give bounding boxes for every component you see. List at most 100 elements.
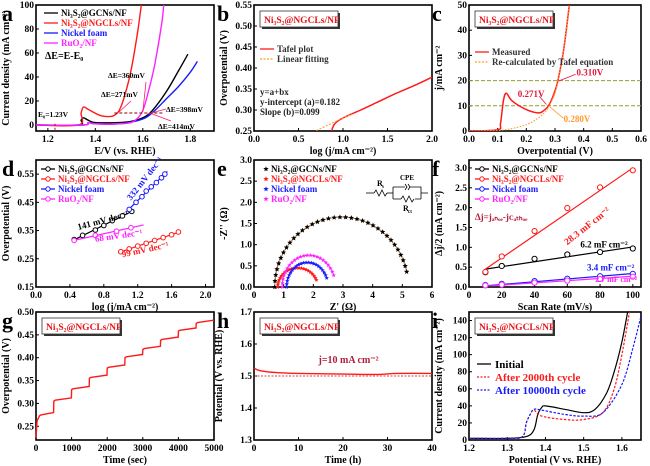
y-tick-label: 1.4 <box>240 404 252 414</box>
annotation-arrow <box>538 95 547 105</box>
data-point <box>380 229 386 235</box>
data-point <box>126 206 133 213</box>
y-tick-label: 0 <box>29 121 34 131</box>
data-point <box>263 176 269 182</box>
data-point <box>498 281 505 288</box>
data-point <box>143 188 149 194</box>
data-point <box>531 227 538 235</box>
data-point <box>323 272 328 277</box>
sample-box-label: Ni₃S₂@NGCLs/NF <box>479 16 555 26</box>
data-point <box>531 279 538 286</box>
legend-entry: After 10000th cycle <box>495 385 586 397</box>
data-point <box>309 221 315 227</box>
y-tick-label: 2.0 <box>455 204 467 214</box>
y-tick-label: 0.55 <box>235 1 252 11</box>
y-tick-label: 1.7 <box>240 308 252 318</box>
x-tick-label: 1.6 <box>166 291 178 301</box>
x-axis-label: Z' (Ω) <box>330 302 357 313</box>
x-axis-label: log (j/mA cm⁻²) <box>92 302 159 313</box>
data-point <box>263 186 269 192</box>
data-point <box>283 269 288 274</box>
sample-box <box>259 317 339 335</box>
data-point <box>133 199 139 206</box>
x-tick-label: 40 <box>530 291 540 301</box>
data-point <box>596 184 604 191</box>
x-axis-label: Overpotential (V) <box>517 146 593 157</box>
x-tick-label: 60 <box>563 291 573 301</box>
annotation: y=a+bx <box>260 87 289 97</box>
plot-frame <box>35 159 215 288</box>
data-point <box>318 265 323 270</box>
y-axis-label: Overpotential (V) <box>1 338 12 414</box>
y-tick-label: 0.0 <box>455 283 467 293</box>
y-axis-label: Potential (V vs. RHE) <box>214 330 225 423</box>
data-point <box>276 260 282 266</box>
y-tick-label: 3.0 <box>455 164 467 174</box>
legend-marker <box>479 166 485 172</box>
y-tick-label: 0.45 <box>17 198 34 208</box>
data-point <box>284 284 289 289</box>
x-axis-label: Scan Rate (mV/s) <box>518 302 592 313</box>
x-tick-label: 2000 <box>98 444 117 454</box>
y-tick-label: 0 <box>462 436 467 446</box>
data-point <box>139 193 145 200</box>
data-point <box>400 257 406 263</box>
data-point <box>71 237 77 244</box>
sample-box <box>41 317 121 335</box>
x-tick-label: 1.4 <box>540 444 552 454</box>
x-tick-label: 1.3 <box>501 444 513 454</box>
data-point <box>128 224 134 231</box>
data-point <box>365 220 371 226</box>
annotation: ΔE=E-E₀ <box>45 51 83 62</box>
data-point <box>354 216 360 222</box>
panel-g: 0 1000 2000 3000 4000 5000 0.25 0.30 0.35 0.40 0.4… <box>1 308 224 466</box>
x-tick-label: 1.8 <box>184 135 196 145</box>
data-point <box>263 166 269 172</box>
data-point <box>295 231 301 237</box>
y-tick-label: 0.40 <box>235 64 252 74</box>
series-line <box>36 53 189 127</box>
data-point <box>343 214 349 220</box>
fit-line <box>485 246 633 270</box>
x-tick-label: 2.0 <box>426 135 438 145</box>
series-line <box>469 316 641 440</box>
legend-entry: Ni₃S₂@GCNs/NF <box>61 8 127 18</box>
data-point <box>596 248 604 256</box>
legend-entry: Tafel plot <box>277 44 313 54</box>
x-tick-label: 1 <box>281 291 286 301</box>
annotation: y-intercept (a)=0.182 <box>260 97 340 107</box>
data-point <box>596 275 604 283</box>
data-point <box>392 242 398 247</box>
y-tick-label: 1.5 <box>240 372 252 382</box>
y-tick-label: 40 <box>458 26 468 36</box>
data-point <box>175 229 182 235</box>
data-point <box>126 246 133 252</box>
data-point <box>153 179 160 186</box>
x-axis-label: log (j/mA cm⁻²) <box>310 146 377 157</box>
x-tick-label: 20 <box>497 291 507 301</box>
data-point <box>275 284 280 289</box>
slope-label: 68 mV dec⁻¹ <box>94 227 143 244</box>
data-point <box>280 276 286 281</box>
legend-marker <box>45 186 51 192</box>
legend-marker <box>479 176 485 182</box>
x-tick-label: 100 <box>626 291 641 301</box>
data-point <box>301 260 306 265</box>
data-point <box>370 222 376 228</box>
x-tick-label: 80 <box>595 291 605 301</box>
data-point <box>305 253 310 258</box>
data-point <box>289 260 295 265</box>
legend-entry: Ni₃S₂@GCNs/NF <box>492 164 558 174</box>
legend-entry: Ni₃S₂@GCNs/NF <box>58 164 124 174</box>
y-tick-label: 20 <box>458 419 468 429</box>
x-tick-label: 1000 <box>62 444 81 454</box>
annotation: E₀=1.23V <box>38 110 69 119</box>
data-point <box>287 272 292 277</box>
x-tick-label: 0.0 <box>463 135 475 145</box>
legend-entry: After 2000th cycle <box>495 372 580 384</box>
annotation-arrow <box>558 73 576 82</box>
data-point <box>303 260 309 265</box>
x-tick-label: 0 <box>252 291 257 301</box>
data-point <box>276 280 281 285</box>
